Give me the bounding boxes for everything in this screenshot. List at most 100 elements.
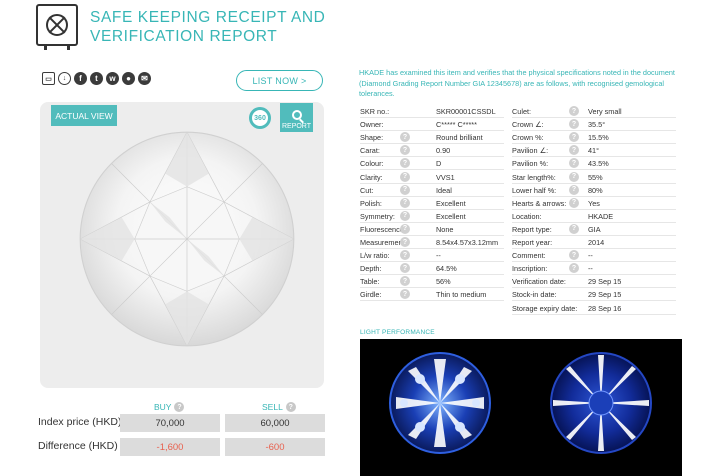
difference-sell: -600 xyxy=(225,438,325,456)
help-icon[interactable]: ? xyxy=(569,132,579,143)
spec-row: Crown %:? 15.5% xyxy=(512,131,676,145)
report-button[interactable]: REPORT xyxy=(280,103,313,132)
spec-label: Report year: xyxy=(512,238,553,247)
spec-row: L/w ratio:? -- xyxy=(360,249,504,263)
help-icon[interactable]: ? xyxy=(400,171,410,182)
spec-label: Fluorescence: xyxy=(360,224,406,234)
actual-view-tab[interactable]: ACTUAL VIEW xyxy=(51,105,117,126)
help-icon[interactable]: ? xyxy=(569,106,579,116)
spec-row: Culet:? Very small xyxy=(512,105,676,118)
help-icon[interactable]: ? xyxy=(400,132,410,143)
index-price-label: Index price (HKD) xyxy=(38,416,122,428)
spec-row: Measurement:? 8.54x4.57x3.12mm xyxy=(360,236,504,249)
spec-value: 29 Sep 15 xyxy=(588,277,622,287)
spec-value: Very small xyxy=(588,107,622,116)
help-icon[interactable]: ? xyxy=(400,276,410,287)
help-icon[interactable]: ? xyxy=(569,171,579,182)
spec-label: Hearts & arrows: xyxy=(512,198,567,208)
help-icon[interactable]: ? xyxy=(400,263,410,274)
spec-value: None xyxy=(436,224,454,234)
weibo-icon[interactable]: w xyxy=(106,72,119,85)
spec-row: Polish:? Excellent xyxy=(360,197,504,210)
spec-label: Clarity: xyxy=(360,172,383,182)
spec-row: Girdle:? Thin to medium xyxy=(360,288,504,302)
spec-value: -- xyxy=(588,264,593,274)
help-icon[interactable]: ? xyxy=(569,263,579,274)
download-icon[interactable]: ↓ xyxy=(58,72,71,85)
sell-header: SELL ? xyxy=(262,402,296,412)
spec-value: -- xyxy=(436,251,441,261)
diamond-viewer: ACTUAL VIEW 360 REPORT xyxy=(40,102,324,388)
report-label: REPORT xyxy=(281,123,312,130)
spec-value: SKR00001CSSDL xyxy=(436,107,496,116)
spec-row: Storage expiry date: 28 Sep 16 xyxy=(512,302,676,315)
spec-row: Fluorescence:? None xyxy=(360,223,504,236)
spec-value: 41° xyxy=(588,146,600,156)
spec-label: Measurement: xyxy=(360,238,407,247)
wechat-icon[interactable]: ● xyxy=(122,72,135,85)
spec-row: Report year: 2014 xyxy=(512,236,676,249)
help-icon[interactable]: ? xyxy=(400,210,410,221)
spec-label: Carat: xyxy=(360,146,380,156)
spec-row: Pavilion ∠:? 41° xyxy=(512,144,676,158)
twitter-icon[interactable]: t xyxy=(90,72,103,85)
spec-label: Shape: xyxy=(360,133,384,143)
spec-row: Verification date: 29 Sep 15 xyxy=(512,275,676,289)
help-icon[interactable]: ? xyxy=(400,223,410,234)
spec-label: L/w ratio: xyxy=(360,251,390,261)
facebook-icon[interactable]: f xyxy=(74,72,87,85)
spec-row: Comment:? -- xyxy=(512,249,676,263)
spec-label: Storage expiry date: xyxy=(512,303,578,313)
help-icon[interactable]: ? xyxy=(569,223,579,234)
help-icon[interactable]: ? xyxy=(400,250,410,261)
help-icon[interactable]: ? xyxy=(400,237,410,247)
email-icon[interactable]: ✉ xyxy=(138,72,151,85)
spec-row: Stock-in date: 29 Sep 15 xyxy=(512,288,676,302)
help-icon[interactable]: ? xyxy=(400,184,410,195)
spec-value: 80% xyxy=(588,185,603,195)
light-performance-title: LIGHT PERFORMANCE xyxy=(360,329,435,336)
spec-row: Star length%:? 55% xyxy=(512,171,676,184)
hearts-view-image xyxy=(360,339,521,476)
spec-value: C***** C***** xyxy=(436,120,477,130)
help-icon[interactable]: ? xyxy=(400,158,410,169)
spec-label: Inscription: xyxy=(512,264,548,274)
spec-label: Pavilion %: xyxy=(512,159,549,169)
help-icon[interactable]: ? xyxy=(569,158,579,169)
spec-row: Hearts & arrows:? Yes xyxy=(512,197,676,210)
spec-value: Ideal xyxy=(436,185,452,195)
spec-value: Excellent xyxy=(436,211,466,221)
spec-label: Pavilion ∠: xyxy=(512,146,549,156)
spec-label: Owner: xyxy=(360,120,384,130)
spec-row: Owner: C***** C***** xyxy=(360,118,504,132)
index-buy-price: 70,000 xyxy=(120,414,220,432)
spec-row: Depth:? 64.5% xyxy=(360,262,504,276)
help-icon[interactable]: ? xyxy=(174,402,185,412)
printer-icon[interactable]: ▭ xyxy=(42,72,55,85)
rotate-360-button[interactable]: 360 xyxy=(249,107,271,129)
help-icon[interactable]: ? xyxy=(285,402,296,412)
spec-label: Cut: xyxy=(360,185,374,195)
help-icon[interactable]: ? xyxy=(400,145,410,156)
spec-row: Shape:? Round brilliant xyxy=(360,131,504,145)
spec-label: Report type: xyxy=(512,224,552,234)
safe-logo-icon xyxy=(36,4,78,50)
help-icon[interactable]: ? xyxy=(400,289,410,300)
spec-row: Colour:? D xyxy=(360,157,504,171)
spec-value: VVS1 xyxy=(436,172,455,182)
list-now-button[interactable]: LIST NOW > xyxy=(236,70,323,91)
spec-label: Symmetry: xyxy=(360,211,395,221)
help-icon[interactable]: ? xyxy=(569,145,579,156)
help-icon[interactable]: ? xyxy=(569,184,579,195)
spec-label: Table: xyxy=(360,277,380,287)
spec-row: SKR no.: SKR00001CSSDL xyxy=(360,105,504,118)
help-icon[interactable]: ? xyxy=(400,197,410,208)
spec-label: Girdle: xyxy=(360,290,382,300)
spec-row: Symmetry:? Excellent xyxy=(360,210,504,223)
help-icon[interactable]: ? xyxy=(569,197,579,208)
spec-label: Crown ∠: xyxy=(512,120,544,130)
help-icon[interactable]: ? xyxy=(569,250,579,261)
spec-row: Clarity:? VVS1 xyxy=(360,171,504,184)
help-icon[interactable]: ? xyxy=(569,119,579,130)
spec-label: Culet: xyxy=(512,107,532,116)
